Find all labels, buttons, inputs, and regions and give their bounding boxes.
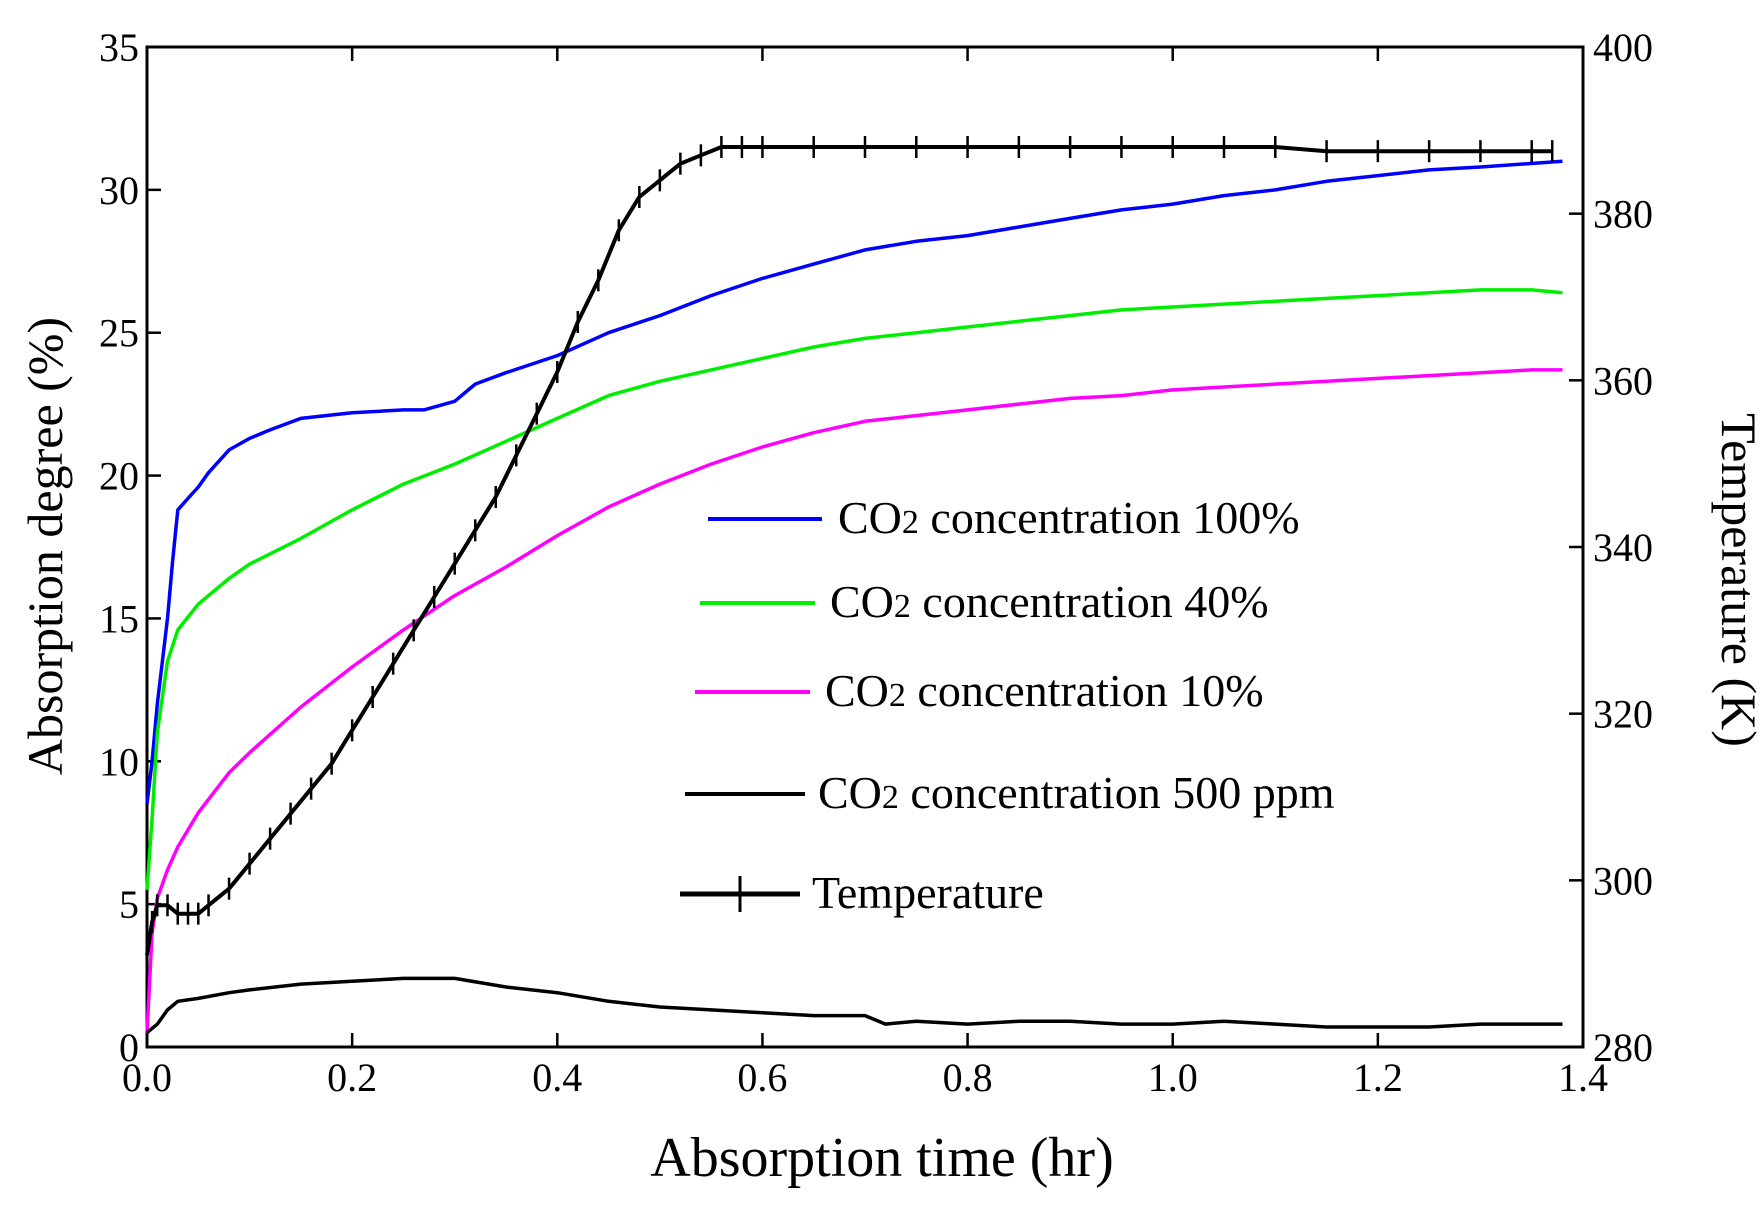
y-tick-label: 35 bbox=[99, 25, 139, 70]
legend-label-subscript: 2 bbox=[902, 504, 919, 541]
y2-tick-label: 340 bbox=[1593, 525, 1653, 570]
series-line-co2-concentration-100 bbox=[145, 159, 1563, 805]
y2-tick-label: 380 bbox=[1593, 192, 1653, 237]
y2-tick-label: 320 bbox=[1593, 692, 1653, 737]
y-tick-label: 0 bbox=[119, 1025, 139, 1070]
legend-label-subscript: 2 bbox=[882, 779, 899, 816]
legend-label-main: CO bbox=[818, 767, 882, 818]
legend-label-subscript: 2 bbox=[889, 677, 906, 714]
legend-label: CO2 concentration 40% bbox=[830, 576, 1269, 627]
x-tick-label: 0.8 bbox=[943, 1055, 993, 1100]
y-tick-label: 5 bbox=[119, 882, 139, 927]
x-tick-label: 1.2 bbox=[1353, 1055, 1403, 1100]
y2-axis-title: Temperature (K) bbox=[1711, 413, 1759, 747]
y-tick-label: 10 bbox=[99, 739, 139, 784]
series-line-co2-concentration-10 bbox=[145, 368, 1563, 1033]
series-line-temperature bbox=[145, 145, 1553, 956]
legend-label-rest: concentration 40% bbox=[911, 576, 1269, 627]
x-tick-label: 0.4 bbox=[532, 1055, 582, 1100]
legend-label-rest: concentration 100% bbox=[919, 492, 1300, 543]
legend-label-rest: concentration 10% bbox=[906, 665, 1264, 716]
y-tick-label: 20 bbox=[99, 454, 139, 499]
y2-tick-label: 300 bbox=[1593, 858, 1653, 903]
x-tick-label: 0.6 bbox=[737, 1055, 787, 1100]
legend-label: CO2 concentration 100% bbox=[838, 492, 1300, 543]
y2-tick-label: 360 bbox=[1593, 358, 1653, 403]
legend-label-main: CO bbox=[825, 665, 889, 716]
y-axis-title: Absorption degree (%) bbox=[17, 317, 73, 775]
legend-label: CO2 concentration 500 ppm bbox=[818, 767, 1335, 818]
y-tick-label: 30 bbox=[99, 168, 139, 213]
legend-label-rest: concentration 500 ppm bbox=[899, 767, 1335, 818]
y2-tick-label: 280 bbox=[1593, 1025, 1653, 1070]
series-line-co2-concentration-40 bbox=[145, 288, 1563, 891]
y2-tick-label: 400 bbox=[1593, 25, 1653, 70]
legend-label: Temperature bbox=[812, 867, 1044, 918]
x-tick-label: 0.2 bbox=[327, 1055, 377, 1100]
legend-label-main: CO bbox=[830, 576, 894, 627]
series-line-co2-concentration-500-ppm bbox=[145, 976, 1563, 1035]
legend-label-main: CO bbox=[838, 492, 902, 543]
y-tick-label: 25 bbox=[99, 311, 139, 356]
legend-label-subscript: 2 bbox=[894, 588, 911, 625]
x-axis-title: Absorption time (hr) bbox=[650, 1127, 1113, 1189]
x-tick-label: 0.0 bbox=[122, 1055, 172, 1100]
y-tick-label: 15 bbox=[99, 596, 139, 641]
legend-label-main: Temperature bbox=[812, 867, 1044, 918]
x-tick-label: 1.4 bbox=[1558, 1055, 1608, 1100]
legend-label: CO2 concentration 10% bbox=[825, 665, 1264, 716]
x-tick-label: 1.0 bbox=[1148, 1055, 1198, 1100]
